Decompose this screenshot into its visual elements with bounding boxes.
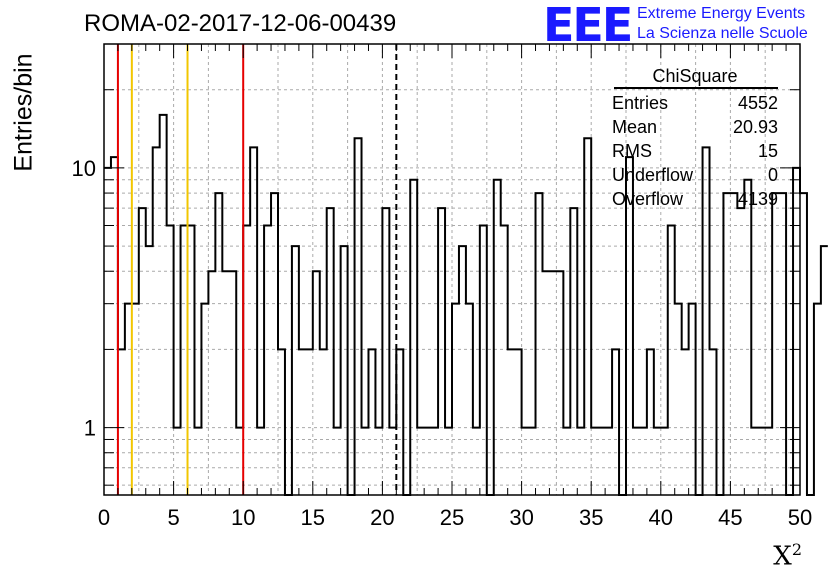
logo-line1: Extreme Energy Events (637, 5, 806, 22)
stats-label: RMS (612, 141, 652, 161)
stats-box: ChiSquare Entries 4552 Mean 20.93 RMS 15 Un… (612, 66, 778, 211)
stats-value: 15 (757, 141, 778, 161)
stats-row-underflow: Underflow 0 (612, 163, 778, 187)
x-axis-label-text: X (773, 541, 792, 572)
x-tick-label: 50 (788, 505, 812, 530)
stats-row-rms: RMS 15 (612, 139, 778, 163)
chart-title: ROMA-02-2017-12-06-00439 (84, 10, 397, 37)
logo-line2: La Scienza nelle Scuole (637, 25, 808, 42)
stats-value: 4139 (737, 189, 778, 209)
x-tick-label: 0 (98, 505, 110, 530)
x-tick-label: 10 (231, 505, 255, 530)
y-tick-label: 1 (84, 416, 96, 441)
x-tick-label: 5 (167, 505, 179, 530)
x-tick-label: 25 (440, 505, 464, 530)
stats-label: Mean (612, 117, 658, 137)
stats-rule (614, 87, 778, 89)
stats-value: 0 (767, 165, 778, 185)
x-tick-label: 30 (509, 505, 533, 530)
stats-value: 4552 (737, 93, 778, 113)
x-axis-label-sup: 2 (791, 540, 802, 559)
stats-row-entries: Entries 4552 (612, 91, 778, 115)
stats-label: Overflow (612, 189, 684, 209)
y-tick-label: 10 (72, 156, 96, 181)
y-axis-label: Entries/bin (9, 53, 38, 172)
x-tick-label: 45 (718, 505, 742, 530)
x-tick-label: 35 (579, 505, 603, 530)
stats-row-overflow: Overflow 4139 (612, 187, 778, 211)
x-tick-label: 40 (649, 505, 673, 530)
histogram-series (104, 113, 828, 496)
x-tick-label: 15 (301, 505, 325, 530)
stats-value: 20.93 (732, 117, 778, 137)
logo-mark: EEE (543, 0, 633, 52)
stats-label: Entries (612, 93, 669, 113)
x-axis-label: X2 (773, 540, 802, 572)
eee-logo: EEE Extreme Energy Events La Scienza nel… (543, 0, 808, 52)
x-tick-label: 20 (370, 505, 394, 530)
stats-title: ChiSquare (652, 66, 738, 86)
stats-row-mean: Mean 20.93 (612, 115, 778, 139)
stats-label: Underflow (612, 165, 694, 185)
